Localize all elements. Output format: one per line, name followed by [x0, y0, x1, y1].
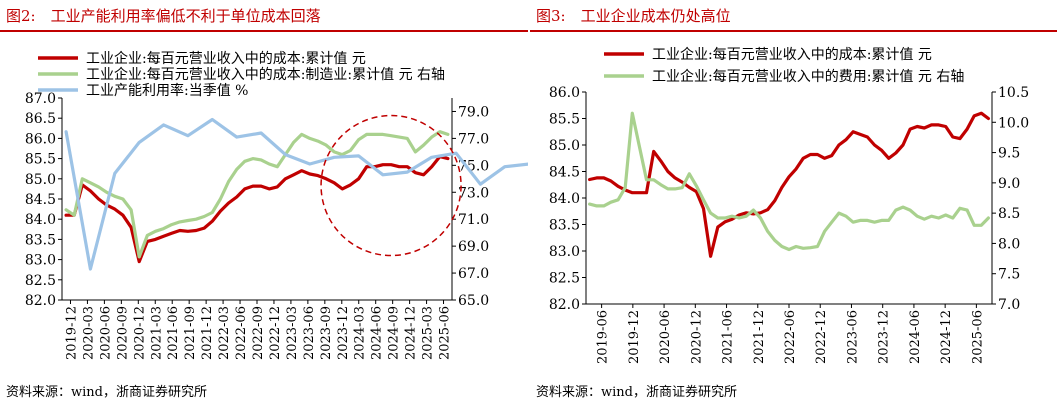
fig2-left-tick-label: 84.0 — [25, 212, 56, 228]
fig3-x-tick-label: 2020-06 — [658, 310, 673, 364]
fig3-x-tick-label: 2021-06 — [721, 310, 736, 364]
fig2-x-tick-label: 2024-09 — [387, 306, 402, 360]
fig2-x-tick-label: 2022-03 — [217, 306, 232, 360]
fig2-x-tick-label: 2022-06 — [234, 306, 249, 360]
fig2-left-tick-label: 83.0 — [25, 253, 56, 269]
figure-3-title-rule — [530, 30, 1057, 32]
fig2-left-tick-label: 84.5 — [25, 192, 56, 208]
fig2-series-line-2 — [64, 117, 528, 271]
fig2-left-tick-label: 87.0 — [25, 91, 56, 107]
fig3-left-tick-label: 84.0 — [549, 191, 580, 207]
fig2-right-tick-label: 79.0 — [458, 104, 489, 120]
fig3-right-tick-label: 10.5 — [998, 85, 1029, 101]
fig2-right-tick-label: 75.0 — [458, 158, 489, 174]
fig3-right-tick-label: 9.5 — [998, 146, 1020, 162]
fig2-x-tick-label: 2023-12 — [336, 306, 351, 360]
fig3-x-tick-label: 2023-06 — [845, 310, 860, 364]
fig2-x-tick-label: 2023-09 — [319, 306, 334, 360]
fig2-legend-label-0: 工业企业:每百元营业收入中的成本:累计值 元 — [86, 50, 366, 67]
fig3-series-line-1 — [587, 111, 990, 252]
fig2-left-tick-label: 83.5 — [25, 232, 56, 248]
fig2-left-tick-label: 82.5 — [25, 273, 56, 289]
figure-2-chart: 87.0 86.5 86.0 85.5 85.0 84.5 84.0 83.5 83.0 82.5… — [25, 50, 528, 360]
fig2-left-tick-label: 86.0 — [25, 131, 56, 147]
fig3-right-tick-label: 7.0 — [998, 297, 1020, 313]
fig3-x-tick-label: 2022-12 — [814, 310, 829, 364]
fig2-x-tick-label: 2023-03 — [285, 306, 300, 360]
fig2-right-tick-label: 71.0 — [458, 212, 489, 228]
fig3-x-tick-label: 2024-06 — [908, 310, 923, 364]
fig2-x-tick-label: 2024-12 — [404, 306, 419, 360]
fig3-x-tick-label: 2021-12 — [752, 310, 767, 364]
fig2-x-tick-label: 2021-12 — [200, 306, 215, 360]
fig2-x-tick-label: 2025-06 — [438, 306, 453, 360]
fig3-left-tick-label: 82.0 — [549, 297, 580, 313]
fig3-legend-label-0: 工业企业:每百元营业收入中的成本:累计值 元 — [652, 46, 932, 63]
fig2-x-tick-label: 2021-06 — [166, 306, 181, 360]
fig2-x-tick-label: 2023-06 — [302, 306, 317, 360]
fig2-x-tick-label: 2024-03 — [353, 306, 368, 360]
fig2-left-tick-label: 86.5 — [25, 111, 56, 127]
fig2-legend-label-2: 工业产能利用率:当季值 % — [86, 82, 248, 99]
fig2-highlight-circle — [320, 114, 462, 257]
fig2-left-tick-label: 82.0 — [25, 293, 56, 309]
figure-3-panel: 图3: 工业企业成本仍处高位 86.0 85.5 85.0 84.5 84.0 83.5 8… — [530, 0, 1057, 403]
fig2-x-tick-label: 2021-03 — [149, 306, 164, 360]
fig3-right-tick-label: 8.0 — [998, 236, 1020, 252]
fig3-x-tick-label: 2023-12 — [877, 310, 892, 364]
fig3-left-tick-label: 84.5 — [549, 165, 580, 181]
fig2-right-tick-label: 65.0 — [458, 293, 489, 309]
fig3-left-tick-label: 86.0 — [549, 85, 580, 101]
fig2-x-tick-label: 2022-12 — [268, 306, 283, 360]
fig2-right-tick-label: 67.0 — [458, 266, 489, 282]
figure-2-title: 图2: 工业产能利用率偏低不利于单位成本回落 — [6, 7, 321, 25]
fig3-right-tick-label: 10.0 — [998, 115, 1029, 131]
fig2-x-tick-label: 2024-06 — [370, 306, 385, 360]
figure-2-title-rule — [0, 30, 528, 32]
fig2-right-tick-label: 69.0 — [458, 239, 489, 255]
fig3-x-tick-label: 2025-06 — [970, 310, 985, 364]
fig2-series-line-1 — [64, 130, 450, 259]
fig2-x-tick-label: 2022-09 — [251, 306, 266, 360]
fig3-left-tick-label: 85.0 — [549, 138, 580, 154]
fig3-x-tick-label: 2019-06 — [596, 310, 611, 364]
fig2-x-tick-label: 2020-12 — [132, 306, 147, 360]
fig2-x-tick-label: 2025-03 — [421, 306, 436, 360]
fig3-x-tick-label: 2019-12 — [627, 310, 642, 364]
fig2-right-tick-label: 73.0 — [458, 185, 489, 201]
fig3-left-tick-label: 83.5 — [549, 218, 580, 234]
fig3-left-tick-label: 85.5 — [549, 112, 580, 128]
fig2-series-line-0 — [64, 155, 450, 264]
fig2-left-tick-label: 85.0 — [25, 172, 56, 188]
fig3-left-tick-label: 82.5 — [549, 271, 580, 287]
fig3-left-tick-label: 83.0 — [549, 244, 580, 260]
fig2-left-tick-label: 85.5 — [25, 152, 56, 168]
figure-2-source: 资料来源：wind，浙商证券研究所 — [6, 385, 207, 400]
figure-3-chart: 86.0 85.5 85.0 84.5 84.0 83.5 83.0 82.5 82.0 10.5… — [549, 46, 1029, 364]
fig3-x-tick-label: 2022-06 — [783, 310, 798, 364]
figure-3-title: 图3: 工业企业成本仍处高位 — [536, 7, 731, 25]
fig2-x-tick-label: 2019-12 — [64, 306, 79, 360]
fig2-x-tick-label: 2021-09 — [183, 306, 198, 360]
fig3-series-line-0 — [587, 111, 990, 258]
figure-2-panel: 图2: 工业产能利用率偏低不利于单位成本回落 87.0 86.5 86.0 85.5 8… — [0, 0, 528, 403]
fig3-right-tick-label: 9.0 — [998, 176, 1020, 192]
fig3-x-tick-label: 2020-12 — [689, 310, 704, 364]
fig2-x-tick-label: 2020-09 — [115, 306, 130, 360]
fig2-x-tick-label: 2020-06 — [98, 306, 113, 360]
fig2-x-tick-label: 2020-03 — [81, 306, 96, 360]
fig3-legend-label-1: 工业企业:每百元营业收入中的费用:累计值 元 右轴 — [652, 68, 964, 85]
figure-3-source: 资料来源：wind，浙商证券研究所 — [536, 385, 737, 400]
fig2-right-tick-label: 77.0 — [458, 131, 489, 147]
fig3-right-tick-label: 8.5 — [998, 206, 1020, 222]
fig2-legend-label-1: 工业企业:每百元营业收入中的成本:制造业:累计值 元 右轴 — [86, 66, 445, 83]
fig3-right-tick-label: 7.5 — [998, 267, 1020, 283]
fig3-x-tick-label: 2024-12 — [939, 310, 954, 364]
